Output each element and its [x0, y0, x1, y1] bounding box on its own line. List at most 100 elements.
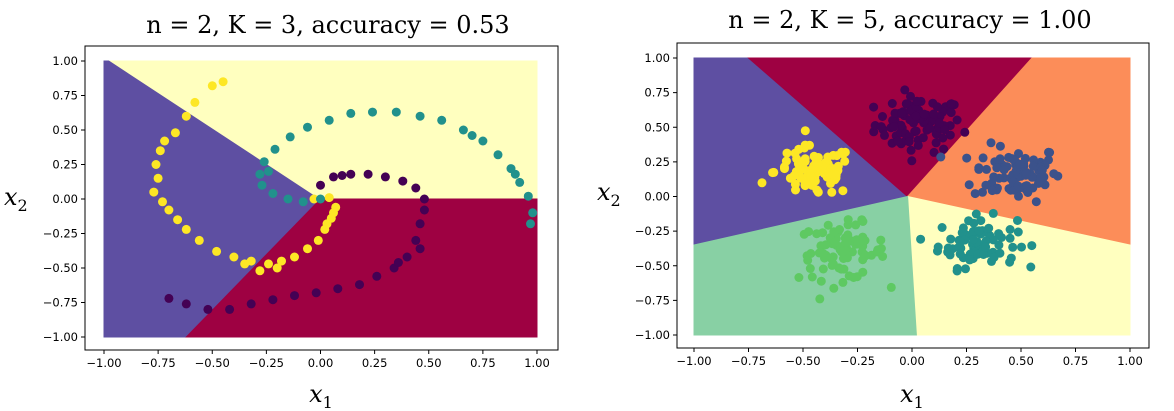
y-tick-label: −0.75 [635, 293, 670, 307]
data-point [813, 158, 823, 168]
data-point [493, 150, 503, 160]
data-point [900, 85, 910, 95]
data-point [913, 140, 923, 150]
chart-title-right: n = 2, K = 5, accuracy = 1.00 [728, 6, 1091, 34]
y-tick-label: −1.00 [43, 330, 78, 344]
data-point [978, 187, 987, 197]
data-point [956, 237, 965, 247]
data-point [793, 159, 803, 169]
y-tick-label: 0.75 [644, 86, 670, 100]
data-point [861, 251, 870, 261]
y-tick-label: 0.50 [644, 120, 670, 134]
y-tick-label: −0.75 [43, 296, 78, 310]
data-point [800, 140, 810, 150]
data-point [398, 176, 408, 186]
data-point [981, 180, 991, 190]
data-point [181, 224, 191, 234]
y-tick-label: 0.00 [644, 190, 670, 204]
data-point [978, 153, 988, 163]
data-point [316, 180, 325, 190]
data-point [812, 229, 822, 239]
data-point [806, 171, 816, 181]
data-point [969, 218, 979, 228]
chart-title-left: n = 2, K = 3, accuracy = 0.53 [146, 11, 509, 39]
data-point [869, 102, 879, 112]
data-point [391, 107, 401, 117]
x-axis-label-left: x1 [309, 380, 333, 411]
data-point [1026, 262, 1036, 272]
data-point [843, 220, 853, 230]
data-point [1017, 242, 1026, 252]
data-point [929, 147, 939, 157]
data-point [757, 178, 767, 188]
data-point [782, 148, 792, 158]
data-point [303, 122, 312, 132]
data-point [1037, 165, 1047, 175]
data-point [1049, 169, 1059, 179]
data-point [218, 77, 228, 87]
data-point [876, 235, 886, 245]
data-point [329, 208, 338, 218]
data-point [277, 256, 286, 266]
data-point [1014, 191, 1023, 201]
data-point [437, 115, 447, 125]
data-point [212, 246, 222, 256]
data-point [1027, 241, 1037, 251]
data-point [982, 164, 991, 174]
data-point [815, 294, 825, 304]
x-tick-label: −0.25 [249, 356, 284, 370]
data-point [821, 240, 831, 250]
data-point [160, 136, 170, 146]
data-point [158, 197, 167, 207]
data-point [979, 250, 988, 259]
y-tick-label: 0.25 [644, 155, 670, 169]
data-point [270, 144, 280, 154]
data-point [995, 141, 1005, 151]
data-point [889, 122, 899, 132]
data-point [794, 144, 804, 154]
data-point [1028, 161, 1038, 171]
data-point [523, 191, 533, 201]
x-tick-label: −1.00 [676, 354, 711, 368]
data-point [515, 177, 525, 187]
data-point [1029, 155, 1039, 165]
x-tick-label: 0.75 [1063, 354, 1089, 368]
data-point [840, 156, 850, 166]
data-point [346, 108, 356, 118]
data-point [149, 187, 159, 197]
data-point [829, 227, 839, 237]
data-point [510, 169, 520, 179]
data-point [313, 235, 323, 245]
data-point [803, 255, 813, 265]
data-point [890, 108, 900, 118]
data-point [309, 194, 319, 204]
data-point [987, 186, 997, 196]
data-point [419, 205, 429, 215]
data-point [946, 108, 956, 118]
data-point [813, 187, 823, 197]
data-point [823, 220, 833, 230]
y-tick-label: 1.00 [644, 51, 670, 65]
x-tick-label: 0.00 [899, 354, 925, 368]
data-point [858, 217, 868, 226]
data-point [805, 264, 815, 273]
data-point [1005, 233, 1015, 243]
data-point [841, 233, 850, 243]
data-point [316, 194, 325, 204]
data-point [995, 154, 1005, 164]
data-point [768, 168, 778, 178]
data-point [876, 244, 886, 253]
data-point [838, 277, 848, 287]
data-point [887, 99, 897, 108]
data-point [272, 263, 282, 273]
data-point [896, 120, 906, 130]
data-point [851, 220, 861, 230]
data-point [1044, 147, 1053, 157]
data-point [946, 99, 956, 109]
data-point [225, 304, 235, 314]
data-point [372, 271, 382, 281]
data-point [970, 189, 980, 199]
y-tick-label: 0.75 [52, 89, 78, 103]
data-point [904, 137, 914, 147]
x-tick-label: −0.25 [840, 354, 875, 368]
